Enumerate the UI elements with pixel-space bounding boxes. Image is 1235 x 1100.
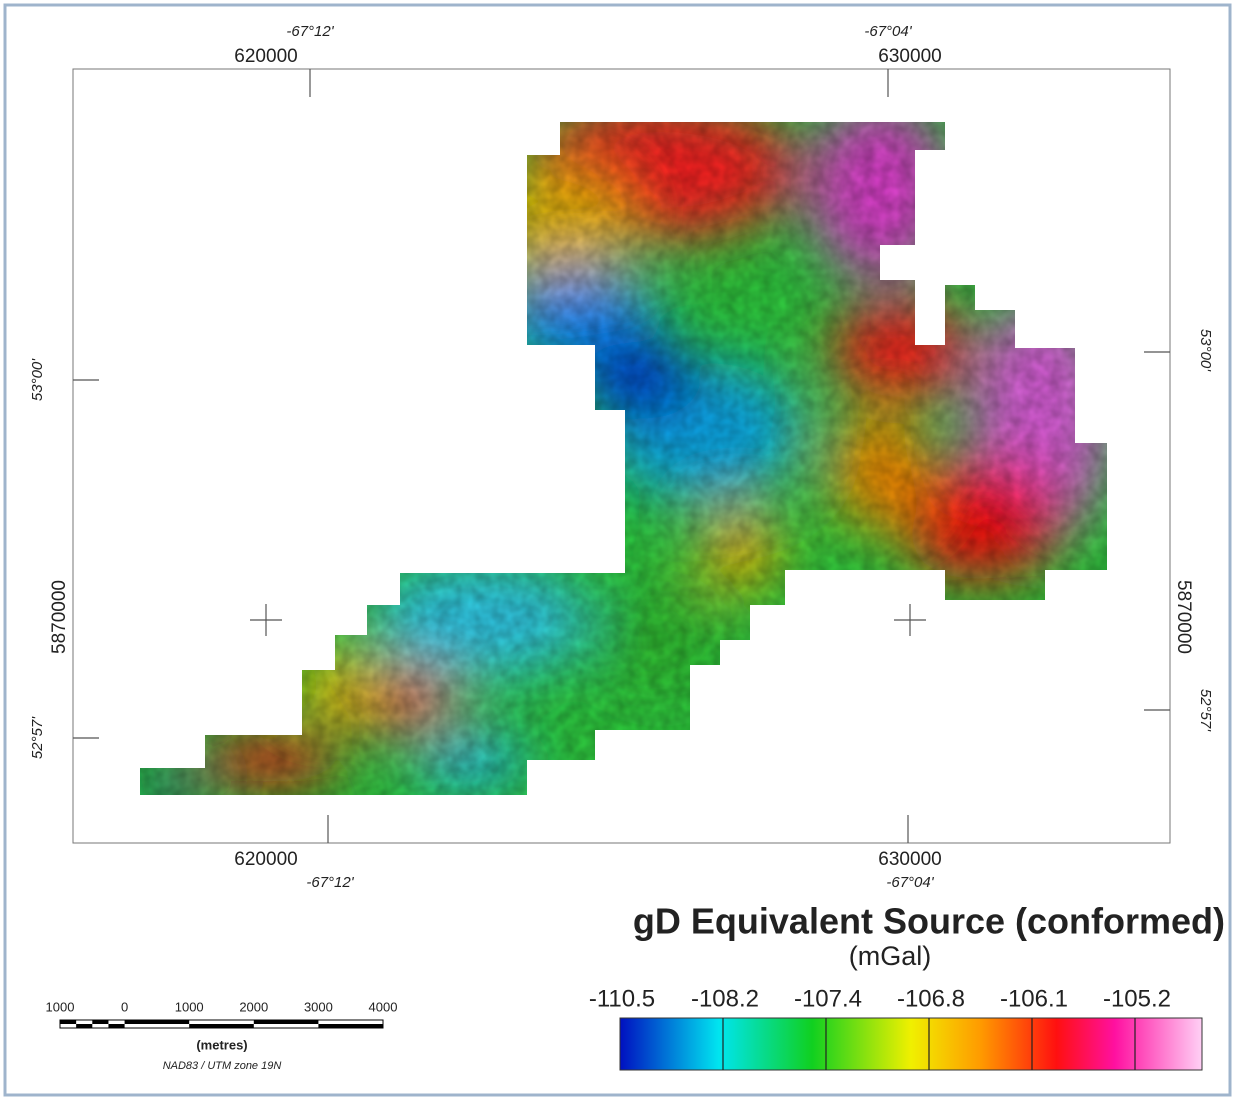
scale-label: 0 (121, 999, 128, 1014)
break-label: -105.2 (1103, 985, 1171, 1012)
longitude-label: -67°12' (286, 23, 334, 40)
easting-label: 620000 (234, 46, 297, 67)
scale-label: 1000 (46, 999, 75, 1014)
scale-bar-block (125, 1020, 190, 1024)
break-label: -107.4 (794, 985, 862, 1012)
color-bar (620, 1018, 1202, 1070)
latitude-label: 53°00' (29, 358, 46, 401)
scale-bar-block (254, 1020, 319, 1024)
scale-bar-block (108, 1024, 124, 1028)
break-label: -106.1 (1000, 985, 1068, 1012)
scale-label: 1000 (175, 999, 204, 1014)
legend-unit: (mGal) (849, 941, 932, 971)
easting-label: 630000 (878, 46, 941, 67)
projection-label: NAD83 / UTM zone 19N (163, 1060, 282, 1072)
scale-bar-block (92, 1020, 108, 1024)
scale-unit: (metres) (196, 1037, 247, 1052)
scale-label: 2000 (239, 999, 268, 1014)
scale-label: 3000 (304, 999, 333, 1014)
easting-label: 620000 (234, 849, 297, 870)
northing-label: 5870000 (1173, 580, 1194, 654)
scale-bar-block (189, 1024, 254, 1028)
latitude-label: 52°57' (1197, 689, 1214, 732)
legend-title: gD Equivalent Source (conformed) (633, 901, 1225, 942)
scale-label: 4000 (369, 999, 398, 1014)
break-label: -108.2 (691, 985, 759, 1012)
scale-bar: 1000 0 1000 2000 3000 4000 (46, 999, 398, 1028)
longitude-label: -67°04' (864, 23, 912, 40)
latitude-label: 53°00' (1197, 329, 1214, 372)
map-page: -67°12' -67°04' 620000 630000 620000 630… (0, 0, 1235, 1100)
latitude-label: 52°57' (29, 716, 46, 759)
scale-bar-block (318, 1024, 383, 1028)
break-label: -110.5 (589, 985, 655, 1012)
longitude-label: -67°04' (886, 874, 934, 891)
longitude-label: -67°12' (306, 874, 354, 891)
break-label: -106.8 (897, 985, 965, 1012)
northing-label: 5870000 (49, 580, 70, 654)
easting-label: 630000 (878, 849, 941, 870)
scale-bar-block (60, 1020, 76, 1024)
scale-bar-block (76, 1024, 92, 1028)
